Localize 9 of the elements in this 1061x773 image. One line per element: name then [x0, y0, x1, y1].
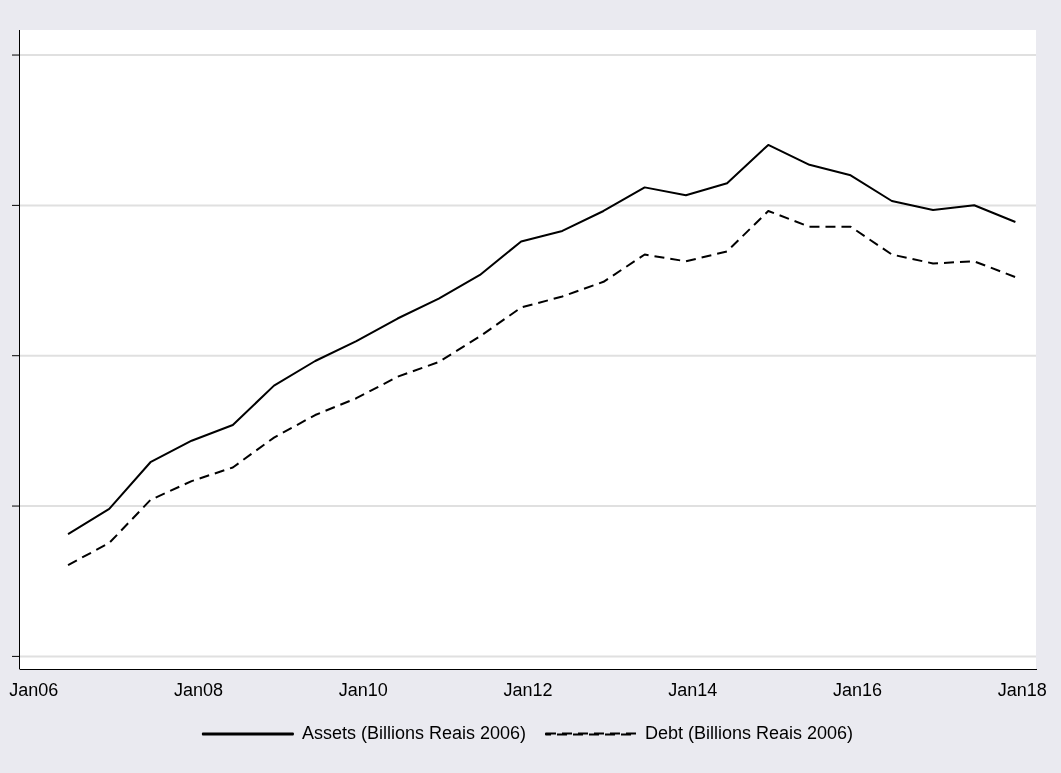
- legend-label: Assets (Billions Reais 2006): [301, 722, 527, 743]
- x-tick-label: Jan08: [173, 680, 224, 701]
- legend-label: Debt (Billions Reais 2006): [645, 722, 854, 743]
- x-tick-label: Jan16: [832, 680, 883, 701]
- x-tick-label: Jan14: [668, 680, 718, 701]
- x-tick-label: Jan12: [503, 680, 553, 701]
- x-tick-label: Jan10: [338, 680, 388, 701]
- x-tick-label: Jan06: [9, 680, 59, 701]
- x-tick-label: Jan18: [997, 680, 1047, 701]
